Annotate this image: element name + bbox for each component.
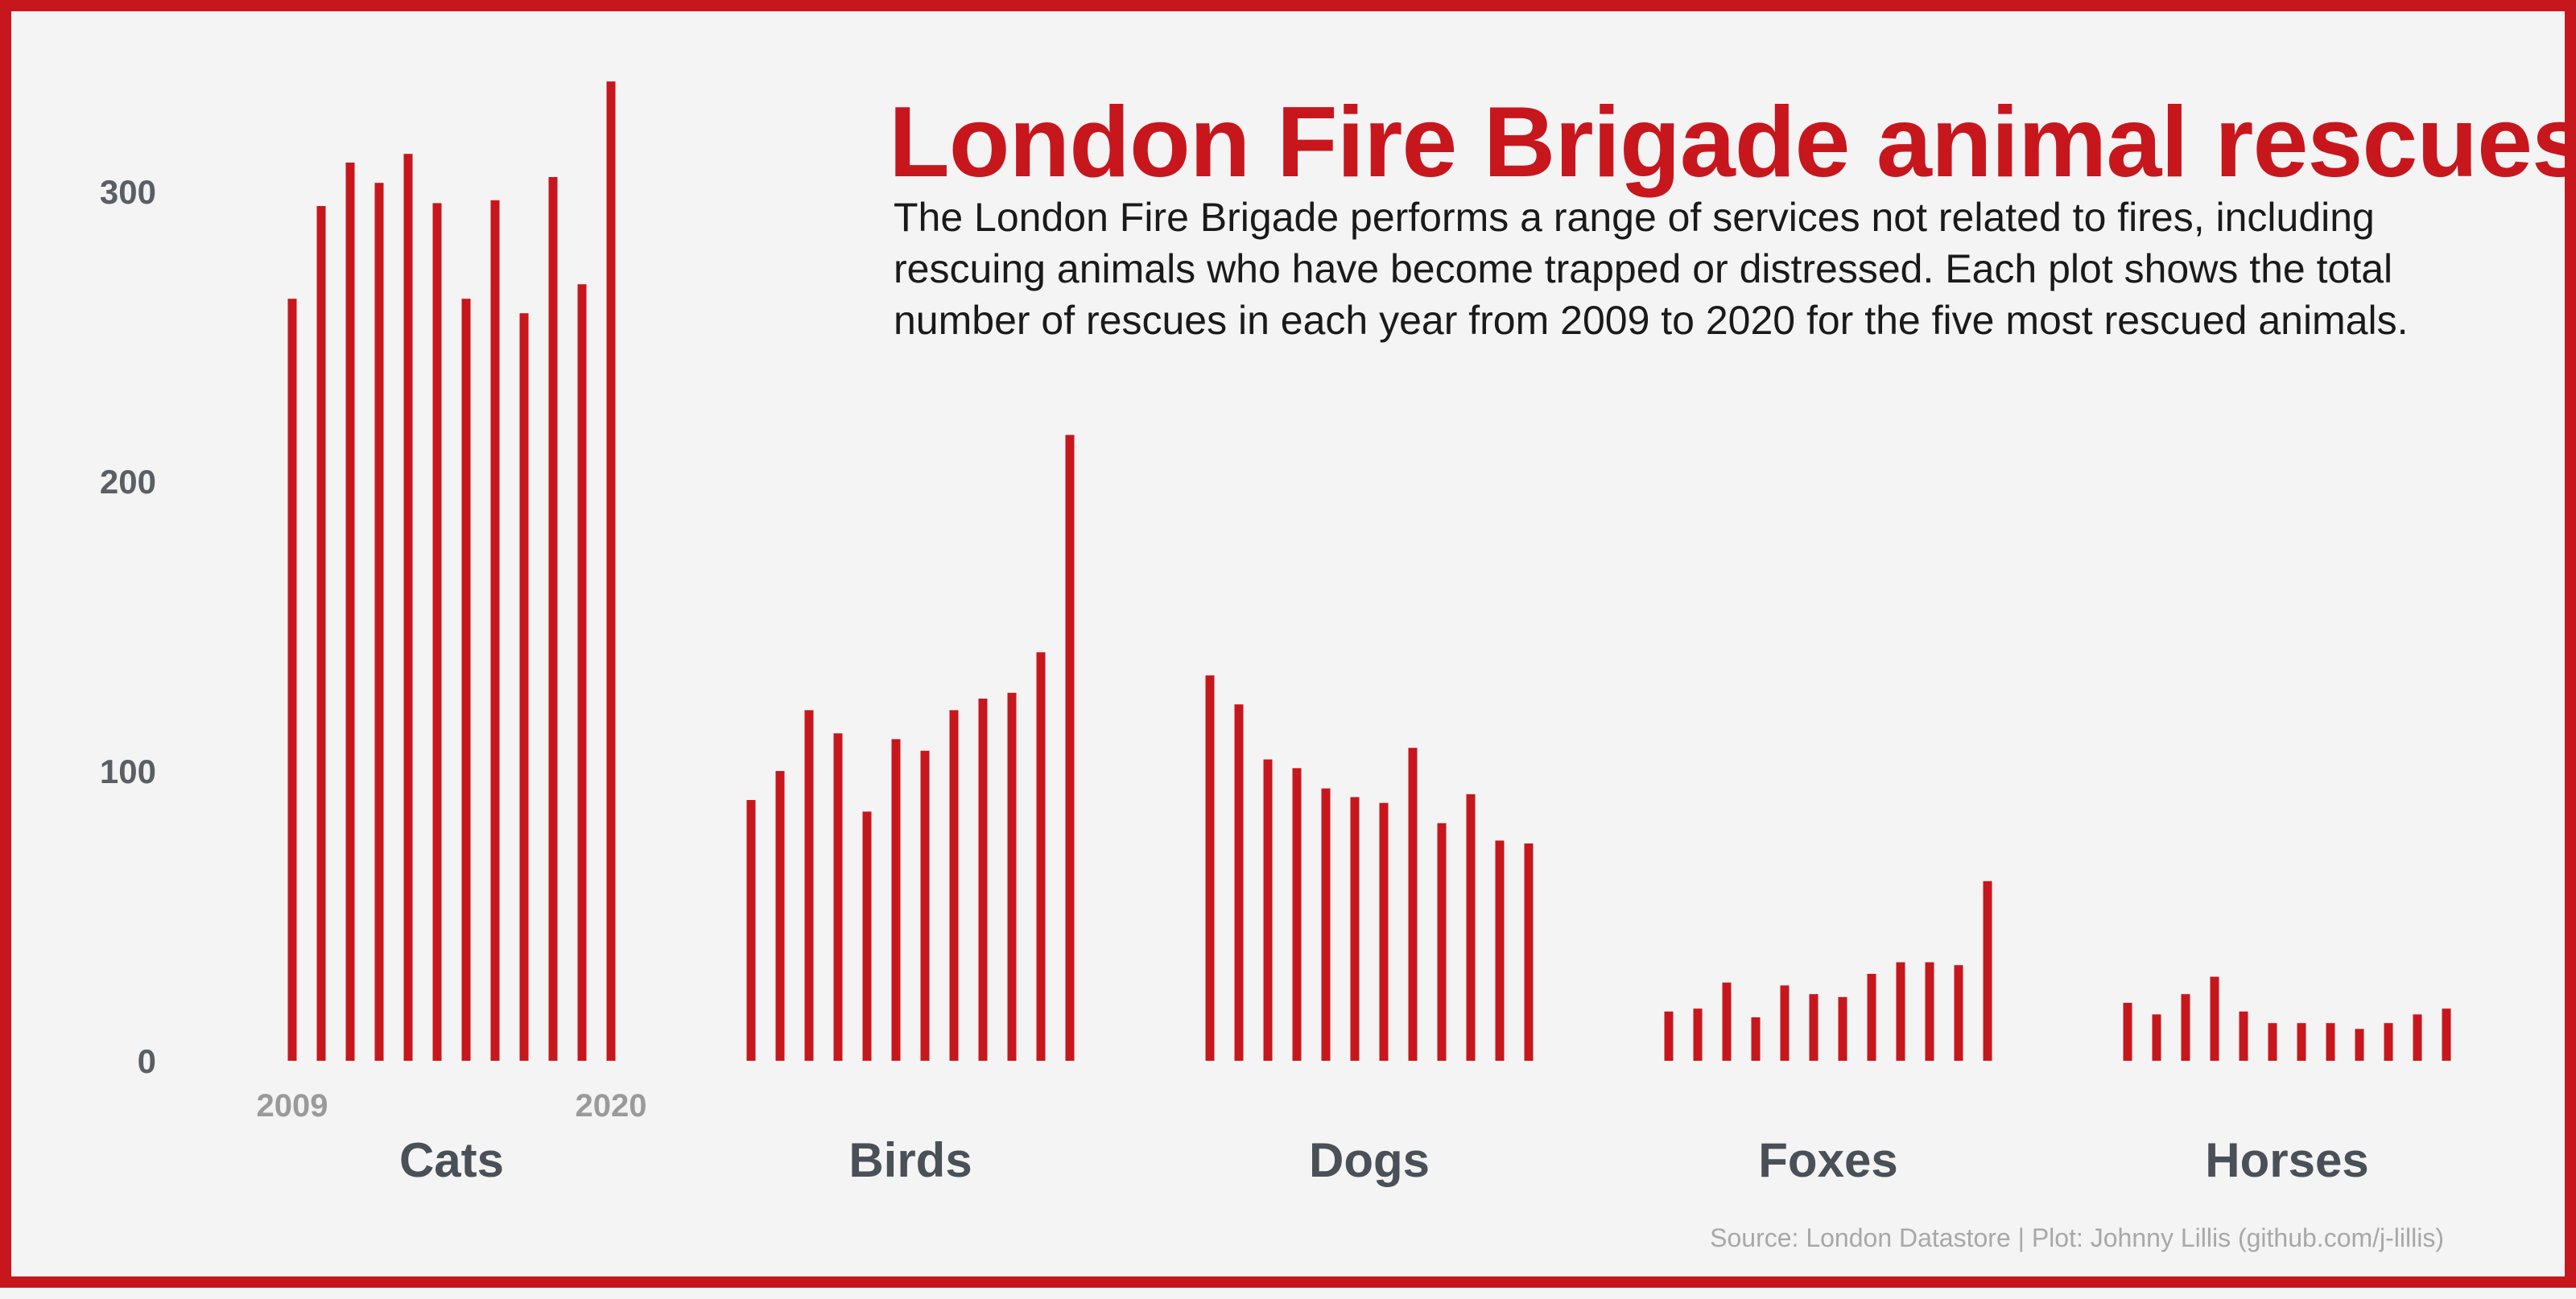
bar-foxes-2010 — [1693, 1008, 1703, 1061]
bar-birds-2020 — [1065, 435, 1075, 1061]
bar-horses-2017 — [2355, 1029, 2364, 1061]
bar-birds-2018 — [1007, 692, 1017, 1061]
bar-cats-2018 — [548, 177, 558, 1061]
bar-dogs-2017 — [1437, 823, 1447, 1061]
bar-birds-2014 — [891, 739, 901, 1061]
bar-cats-2010 — [316, 206, 326, 1061]
y-axis: 0 100 200 300 — [100, 173, 156, 1080]
bar-horses-2012 — [2210, 976, 2219, 1061]
bar-horses-2013 — [2239, 1011, 2248, 1061]
bar-dogs-2019 — [1495, 840, 1505, 1061]
bar-foxes-2012 — [1751, 1017, 1761, 1061]
x-tick-label: 2009 — [257, 1088, 328, 1124]
bar-birds-2017 — [978, 699, 988, 1061]
bar-cats-2016 — [490, 200, 500, 1061]
chart-canvas: 0 100 200 300 Cats 2009 2020 Birds Dogs Foxes Hor… — [100, 81, 2451, 1187]
y-tick-label: 0 — [138, 1042, 156, 1080]
bar-dogs-2011 — [1263, 759, 1273, 1061]
bar-dogs-2018 — [1466, 794, 1476, 1061]
source-caption: Source: London Datastore | Plot: Johnny … — [1710, 1223, 2444, 1252]
bar-foxes-2016 — [1867, 974, 1876, 1061]
bar-cats-2019 — [577, 284, 587, 1061]
bar-dogs-2012 — [1292, 768, 1302, 1061]
bar-cats-2011 — [345, 163, 355, 1061]
bar-horses-2020 — [2442, 1008, 2451, 1061]
bar-foxes-2013 — [1780, 985, 1790, 1061]
bar-birds-2009 — [746, 800, 756, 1061]
y-tick-label: 200 — [100, 463, 156, 501]
bar-foxes-2014 — [1809, 994, 1818, 1061]
bar-horses-2009 — [2123, 1003, 2132, 1061]
bar-birds-2011 — [804, 710, 814, 1061]
chart-subtitle: The London Fire Brigade performs a range… — [894, 195, 2409, 343]
bar-cats-2013 — [403, 154, 413, 1062]
bar-foxes-2018 — [1925, 962, 1934, 1061]
bar-birds-2019 — [1036, 652, 1046, 1061]
bar-foxes-2020 — [1983, 880, 1992, 1061]
panel-cats: Cats 2009 2020 — [257, 81, 647, 1187]
bar-dogs-2020 — [1524, 843, 1534, 1061]
bar-birds-2013 — [862, 811, 872, 1061]
panel-label: Cats — [399, 1133, 504, 1187]
bar-dogs-2015 — [1379, 802, 1389, 1061]
bar-dogs-2009 — [1205, 675, 1215, 1061]
bar-foxes-2009 — [1664, 1011, 1674, 1061]
bar-horses-2010 — [2152, 1014, 2161, 1061]
bar-cats-2015 — [461, 299, 471, 1061]
panel-birds: Birds — [746, 435, 1075, 1187]
bar-horses-2018 — [2384, 1023, 2393, 1061]
bar-birds-2012 — [833, 733, 843, 1061]
bar-horses-2014 — [2268, 1023, 2277, 1061]
bar-cats-2014 — [432, 203, 442, 1061]
bar-birds-2016 — [949, 710, 959, 1061]
x-tick-label: 2020 — [576, 1088, 647, 1124]
panel-label: Dogs — [1309, 1133, 1430, 1187]
bar-dogs-2016 — [1408, 748, 1418, 1061]
bar-foxes-2019 — [1954, 965, 1963, 1061]
panel-dogs: Dogs — [1205, 675, 1534, 1187]
panel-label: Birds — [848, 1133, 972, 1187]
bar-horses-2011 — [2181, 994, 2190, 1061]
y-tick-label: 300 — [100, 173, 156, 211]
panel-horses: Horses — [2123, 976, 2451, 1187]
bar-cats-2009 — [287, 299, 297, 1061]
panel-foxes: Foxes — [1664, 880, 1992, 1187]
bar-cats-2020 — [606, 81, 616, 1062]
panel-label: Foxes — [1758, 1133, 1897, 1187]
bar-dogs-2014 — [1350, 797, 1360, 1061]
bar-dogs-2010 — [1234, 704, 1244, 1061]
bar-horses-2015 — [2297, 1023, 2306, 1061]
bar-cats-2017 — [519, 313, 529, 1061]
bar-dogs-2013 — [1321, 788, 1331, 1061]
panel-label: Horses — [2205, 1133, 2368, 1187]
bar-birds-2015 — [920, 750, 930, 1061]
bar-horses-2016 — [2326, 1023, 2335, 1061]
bar-foxes-2011 — [1722, 982, 1732, 1061]
chart-title: London Fire Brigade animal rescues — [889, 87, 2576, 198]
bar-cats-2012 — [374, 183, 384, 1062]
bar-birds-2010 — [775, 771, 785, 1061]
bar-foxes-2017 — [1896, 962, 1905, 1061]
bar-foxes-2015 — [1838, 996, 1847, 1061]
bar-horses-2019 — [2413, 1014, 2422, 1061]
y-tick-label: 100 — [100, 753, 156, 790]
panels: Cats 2009 2020 Birds Dogs Foxes Horses — [257, 81, 2451, 1187]
